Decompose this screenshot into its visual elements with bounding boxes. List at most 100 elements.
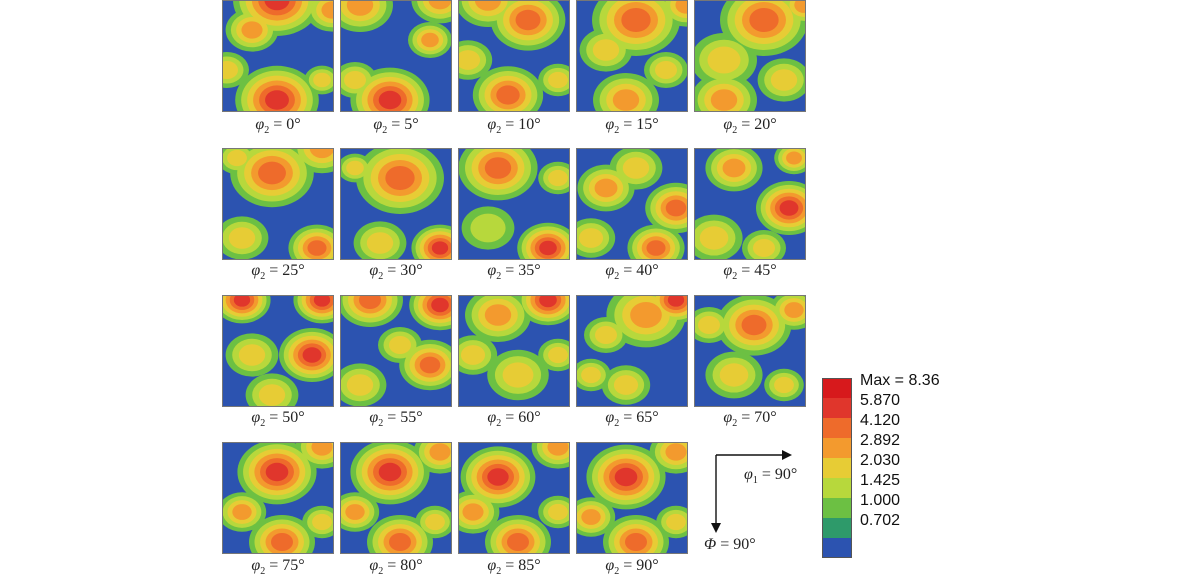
legend-label: 1.000 — [860, 492, 901, 509]
contour-level — [698, 316, 720, 334]
contour-level — [515, 9, 541, 31]
odf-section-panel — [458, 442, 570, 554]
contour-level — [345, 504, 365, 520]
panel-caption: φ2 = 55° — [369, 409, 423, 430]
contour-level — [321, 1, 334, 19]
legend-swatch — [822, 518, 852, 538]
contour-level — [307, 240, 327, 256]
contour-level — [548, 71, 568, 89]
contour-level — [655, 61, 677, 79]
contour-level — [311, 442, 333, 456]
contour-level — [346, 160, 364, 176]
contour-level — [484, 157, 512, 179]
contour-level — [613, 375, 639, 395]
contour-level — [753, 239, 775, 257]
panel-caption: φ2 = 75° — [251, 557, 305, 578]
contour-level — [722, 158, 746, 178]
legend-swatch — [822, 538, 852, 558]
contour-level — [710, 89, 738, 111]
contour-level — [359, 295, 381, 309]
contour-level — [675, 0, 688, 14]
contour-level — [271, 533, 293, 551]
legend-swatch — [822, 418, 852, 438]
contour-level — [346, 0, 374, 16]
contour-level — [548, 503, 568, 521]
odf-contour-map — [694, 0, 806, 112]
contour-level — [431, 297, 449, 313]
panel-caption: φ2 = 10° — [487, 116, 541, 137]
contour-level — [592, 39, 620, 61]
contour-level — [241, 21, 263, 39]
odf-contour-map — [222, 442, 334, 554]
contour-level — [646, 240, 666, 256]
contour-level — [539, 240, 557, 256]
contour-level — [389, 533, 411, 551]
panel-caption: φ2 = 70° — [723, 409, 777, 430]
contour-level — [265, 90, 289, 110]
panel-caption: φ2 = 60° — [487, 409, 541, 430]
legend-label: 2.892 — [860, 432, 901, 449]
odf-section-panel — [340, 442, 452, 554]
contour-level — [484, 304, 512, 326]
contour-level — [578, 228, 604, 248]
contour-level — [258, 384, 286, 406]
legend-label: 0.702 — [860, 512, 901, 529]
legend-label: 1.425 — [860, 472, 901, 489]
contour-level — [665, 443, 687, 461]
contour-level — [594, 178, 618, 198]
contour-level — [784, 302, 804, 318]
contour-level — [366, 232, 394, 254]
contour-level — [344, 71, 366, 89]
contour-level — [622, 157, 650, 179]
contour-level — [389, 336, 411, 354]
contour-level — [507, 533, 529, 551]
odf-section-panel — [694, 0, 806, 112]
odf-contour-map — [458, 148, 570, 260]
legend-label: 2.030 — [860, 452, 901, 469]
contour-level — [487, 468, 509, 486]
contour-level — [621, 8, 651, 32]
panel-caption: φ2 = 35° — [487, 262, 541, 283]
contour-level — [462, 503, 484, 521]
odf-contour-map — [694, 295, 806, 407]
phi1-axis-arrow-icon — [716, 450, 792, 460]
legend-label: Max = 8.36 — [860, 372, 940, 389]
contour-level — [707, 46, 741, 74]
odf-contour-map — [458, 442, 570, 554]
odf-contour-map — [340, 0, 452, 112]
contour-level — [625, 533, 647, 551]
odf-section-panel — [458, 295, 570, 407]
odf-section-panel — [222, 442, 334, 554]
panel-caption: φ2 = 45° — [723, 262, 777, 283]
contour-level — [431, 241, 449, 255]
legend-swatch — [822, 458, 852, 478]
contour-level — [232, 504, 252, 520]
legend-swatch — [822, 498, 852, 518]
panel-caption: φ2 = 40° — [605, 262, 659, 283]
contour-level — [774, 376, 794, 394]
contour-level — [614, 467, 638, 487]
odf-section-panel — [576, 295, 688, 407]
odf-section-panel — [576, 442, 688, 554]
contour-level — [548, 169, 568, 187]
panel-caption: φ2 = 50° — [251, 409, 305, 430]
odf-contour-map — [458, 0, 570, 112]
panel-caption: φ2 = 30° — [369, 262, 423, 283]
odf-contour-map — [340, 442, 452, 554]
contour-level — [595, 326, 617, 344]
panel-caption: φ2 = 65° — [605, 409, 659, 430]
contour-level — [428, 0, 452, 10]
contour-level — [385, 166, 415, 190]
odf-contour-map — [576, 442, 688, 554]
contour-level — [539, 295, 557, 308]
contour-level — [264, 0, 290, 11]
odf-section-panel — [222, 295, 334, 407]
contour-level — [228, 227, 256, 249]
odf-contour-map — [694, 148, 806, 260]
contour-level — [222, 61, 238, 79]
contour-level — [779, 200, 799, 216]
panel-caption: φ2 = 5° — [373, 116, 419, 137]
contour-level — [786, 151, 802, 165]
odf-contour-map — [222, 295, 334, 407]
legend-swatch — [822, 398, 852, 418]
